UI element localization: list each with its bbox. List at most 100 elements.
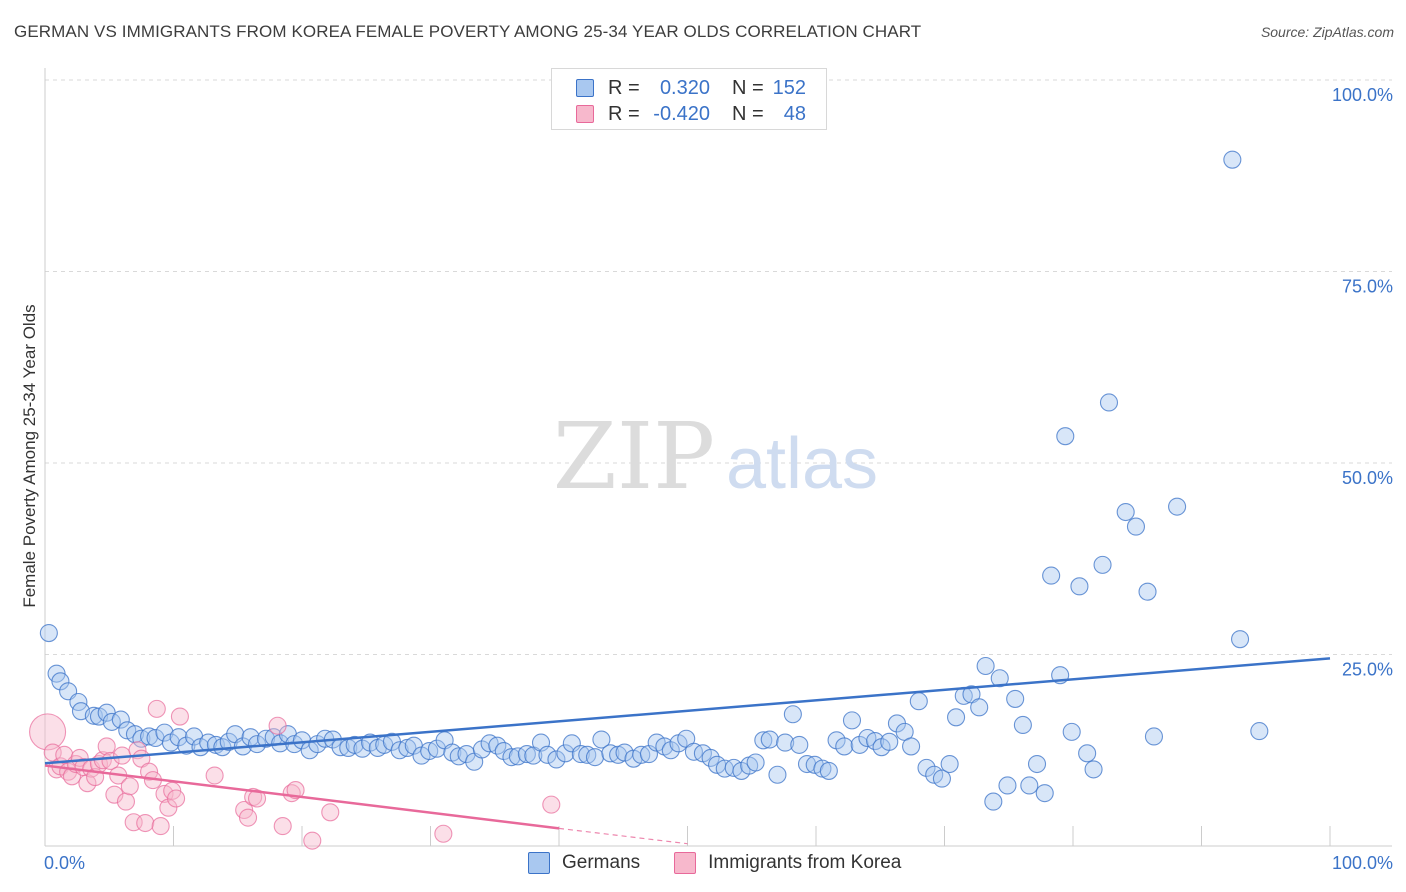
y-tick-label: 25.0%: [1342, 660, 1393, 680]
germans-point: [1223, 150, 1242, 169]
germans-point: [880, 732, 899, 751]
korea-point: [303, 831, 322, 850]
korea-point: [542, 795, 561, 814]
germans-point: [1042, 566, 1061, 585]
legend-label-germans: Germans: [562, 852, 641, 873]
germans-point: [51, 672, 70, 691]
korea-point: [159, 798, 178, 817]
korea-point: [29, 713, 67, 751]
germans-trend-line: [44, 657, 1331, 765]
grid-lines: [45, 79, 1392, 655]
korea-point: [167, 789, 186, 808]
korea-point: [247, 789, 267, 808]
germans-point: [776, 733, 795, 752]
legend-item-germans[interactable]: Germans: [528, 852, 640, 874]
germans-point: [632, 745, 651, 764]
germans-point: [1250, 722, 1269, 741]
germans-point: [1093, 555, 1112, 574]
germans-point: [1062, 722, 1081, 741]
watermark: ZIP atlas: [553, 403, 878, 510]
germans-swatch: [576, 79, 594, 97]
germans-point: [1126, 517, 1146, 536]
legend-row-korea: R = -0.420 N = 48: [576, 101, 806, 127]
germans-point: [1035, 784, 1054, 803]
trend-lines: [44, 657, 1331, 845]
korea-point: [70, 748, 89, 767]
germans-point: [1168, 497, 1187, 516]
korea-point: [286, 781, 305, 800]
korea-points: [29, 699, 561, 850]
germans-point: [819, 761, 838, 780]
korea-point: [238, 808, 258, 827]
korea-point: [147, 699, 166, 718]
germans-point: [976, 656, 995, 676]
germans-point: [140, 727, 159, 746]
germans-point: [984, 792, 1003, 811]
korea-point: [120, 777, 139, 796]
germans-point: [790, 735, 809, 754]
germans-points: [39, 150, 1269, 811]
korea-trend-extension: [558, 827, 688, 845]
germans-point: [754, 731, 773, 750]
germans-point: [1138, 582, 1157, 601]
korea-trend-line: [44, 764, 560, 830]
n-value: 48: [783, 102, 806, 125]
germans-point: [1013, 715, 1032, 735]
korea-point: [116, 792, 136, 811]
korea-point: [136, 813, 155, 833]
korea-point: [151, 817, 170, 836]
germans-point: [538, 745, 557, 764]
series-legend: Germans Immigrants from Korea: [528, 852, 935, 874]
germans-point: [835, 737, 854, 756]
germans-point: [746, 753, 765, 772]
korea-swatch: [576, 105, 594, 123]
y-tick-label: 100.0%: [1332, 85, 1393, 105]
germans-point: [1020, 776, 1039, 795]
germans-point: [998, 776, 1017, 795]
germans-point: [111, 710, 130, 729]
watermark-atlas: atlas: [726, 424, 878, 504]
germans-point: [219, 732, 238, 751]
germans-point: [768, 765, 787, 784]
germans-point: [661, 741, 680, 760]
korea-point: [273, 817, 292, 836]
legend-row-germans: R = 0.320 N = 152: [576, 75, 806, 101]
axes: [44, 68, 1392, 847]
watermark-zip: ZIP: [553, 403, 715, 510]
germans-point: [39, 624, 58, 643]
korea-point: [321, 803, 340, 822]
germans-point: [1056, 427, 1075, 446]
germans-point: [902, 737, 921, 756]
korea-point: [205, 766, 224, 785]
korea-swatch: [674, 852, 697, 874]
germans-point: [585, 748, 605, 767]
y-tick-label: 50.0%: [1342, 468, 1393, 488]
korea-point: [43, 743, 62, 762]
germans-point: [760, 730, 779, 749]
source-credit: Source: ZipAtlas.com: [1260, 24, 1394, 40]
germans-point: [1144, 727, 1164, 746]
korea-point: [170, 707, 189, 726]
tick-labels: 25.0% 50.0% 75.0% 100.0% 0.0% 100.0%: [44, 85, 1393, 873]
germans-point: [783, 705, 802, 724]
germans-point: [684, 742, 703, 761]
chart-title: GERMAN VS IMMIGRANTS FROM KOREA FEMALE P…: [14, 22, 922, 41]
germans-point: [155, 723, 174, 742]
germans-point: [1078, 744, 1097, 763]
germans-point: [947, 708, 966, 727]
germans-point: [517, 745, 536, 764]
germans-point: [1231, 630, 1250, 649]
germans-point: [1027, 754, 1047, 774]
legend-label-korea: Immigrants from Korea: [708, 852, 902, 873]
germans-point: [932, 769, 951, 788]
germans-point: [701, 748, 720, 767]
r-label: R =: [608, 76, 640, 99]
korea-point: [434, 824, 453, 843]
germans-point: [177, 736, 196, 755]
germans-point: [917, 758, 936, 777]
germans-point: [502, 748, 521, 767]
legend-item-korea[interactable]: Immigrants from Korea: [674, 852, 901, 874]
y-tick-label: 75.0%: [1342, 277, 1393, 297]
germans-point: [850, 735, 869, 754]
